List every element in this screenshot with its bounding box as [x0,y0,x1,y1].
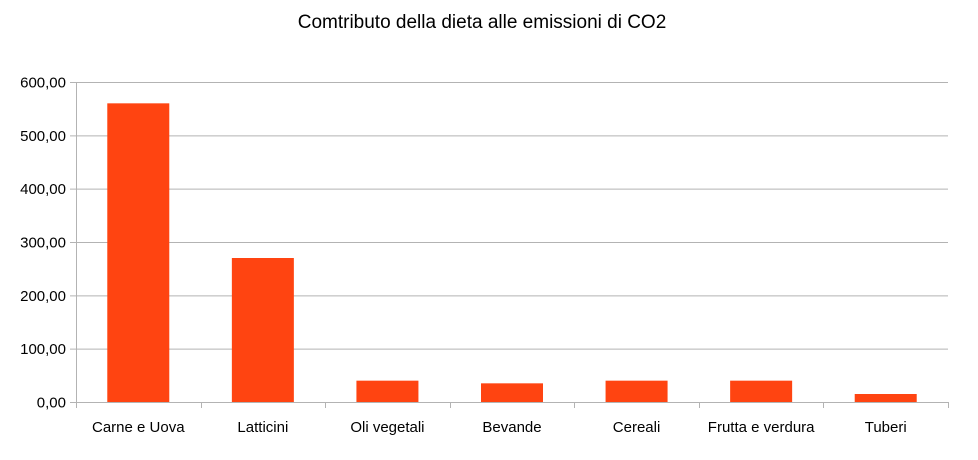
bar [730,380,793,402]
x-tick-label: Cereali [613,419,661,436]
x-tick-label: Oli vegetali [350,419,424,436]
grid-lines [70,82,948,403]
x-tick-label: Carne e Uova [92,419,185,436]
y-tick-label: 500,00 [20,128,66,145]
y-tick-label: 0,00 [37,395,66,412]
x-tick-label: Latticini [237,419,288,436]
bar [854,394,917,402]
y-tick-labels: 0,00 100,00 200,00 300,00 400,00 500,00 600,00 [20,75,66,412]
bar [481,383,543,402]
y-tick-label: 600,00 [20,75,66,92]
bar [231,258,294,402]
bar [356,380,419,402]
chart-title: Comtributo della dieta alle emissioni di… [298,12,667,33]
x-tick-label: Tuberi [865,419,907,436]
y-tick-label: 400,00 [20,181,66,198]
x-tick-label: Bevande [482,419,541,436]
x-tick-labels: Carne e Uova Latticini Oli vegetali Bevande… [92,419,907,436]
y-tick-label: 300,00 [20,235,66,252]
bars [107,103,917,402]
axes [76,82,949,408]
bar [107,103,170,402]
x-tick-label: Frutta e verdura [708,419,815,436]
bar [605,380,668,402]
y-tick-label: 100,00 [20,341,66,358]
y-tick-label: 200,00 [20,288,66,305]
